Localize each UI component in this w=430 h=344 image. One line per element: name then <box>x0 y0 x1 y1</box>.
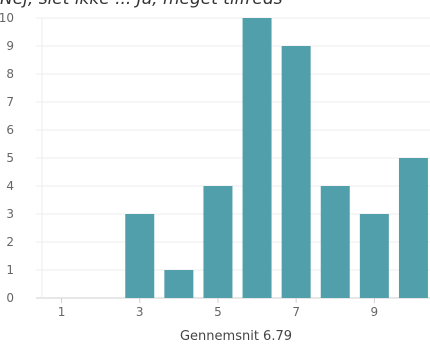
bar-3[interactable] <box>125 214 155 298</box>
y-tick-label: 3 <box>6 207 14 221</box>
y-tick-label: 4 <box>6 179 14 193</box>
y-tick-label: 7 <box>6 95 14 109</box>
y-axis-ticks: 0 1 2 3 4 5 6 7 8 9 10 <box>0 11 14 305</box>
scale-heading: Nej, slet ikke ... Ja, meget tilfreds <box>0 0 282 9</box>
bar-6[interactable] <box>242 18 272 298</box>
y-tick-label: 9 <box>6 39 14 53</box>
x-axis-ticks: 1 3 5 7 9 <box>58 298 378 319</box>
y-tick-label: 10 <box>0 11 14 25</box>
x-tick-label: 5 <box>214 305 222 319</box>
y-tick-label: 5 <box>6 151 14 165</box>
bar-9[interactable] <box>359 214 389 298</box>
y-tick-label: 8 <box>6 67 14 81</box>
x-tick-label: 3 <box>136 305 144 319</box>
bar-4[interactable] <box>164 270 194 298</box>
y-tick-label: 6 <box>6 123 14 137</box>
bar-7[interactable] <box>281 46 311 298</box>
x-tick-label: 1 <box>58 305 66 319</box>
bar-8[interactable] <box>320 186 350 298</box>
x-tick-label: 9 <box>371 305 379 319</box>
x-tick-label: 7 <box>292 305 300 319</box>
y-tick-label: 2 <box>6 235 14 249</box>
bars <box>125 18 428 298</box>
y-tick-label: 0 <box>6 291 14 305</box>
y-tick-label: 1 <box>6 263 14 277</box>
bar-10[interactable] <box>398 158 428 298</box>
bar-5[interactable] <box>203 186 233 298</box>
average-caption: Gennemsnit 6.79 <box>179 329 292 344</box>
